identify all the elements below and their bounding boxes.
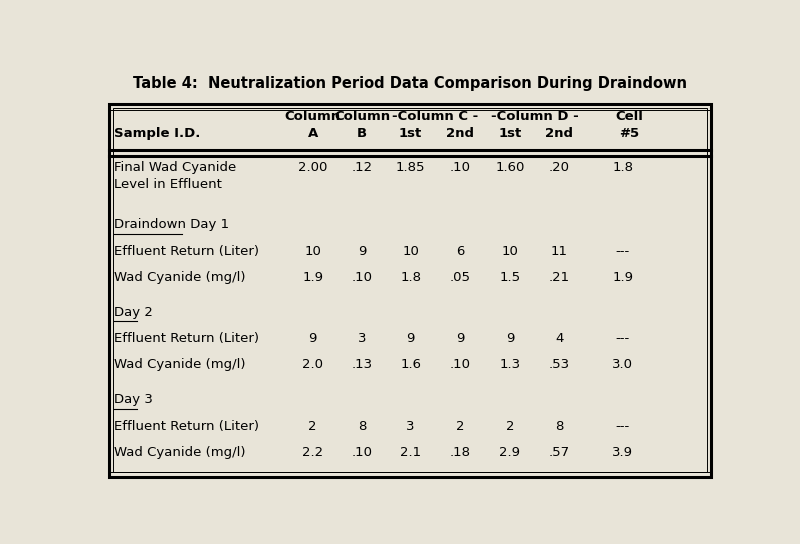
- Text: ---: ---: [615, 245, 630, 257]
- Text: .12: .12: [352, 162, 373, 175]
- Text: 1.85: 1.85: [396, 162, 426, 175]
- Text: 1.6: 1.6: [400, 358, 421, 372]
- Text: 2nd: 2nd: [546, 127, 574, 140]
- Text: 1st: 1st: [498, 127, 522, 140]
- Text: 1.9: 1.9: [302, 271, 323, 284]
- Bar: [113, 108, 707, 472]
- Text: Final Wad Cyanide: Final Wad Cyanide: [114, 162, 237, 175]
- Text: 2nd: 2nd: [446, 127, 474, 140]
- Text: Sample I.D.: Sample I.D.: [114, 127, 201, 140]
- Text: .20: .20: [549, 162, 570, 175]
- Text: Wad Cyanide (mg/l): Wad Cyanide (mg/l): [114, 446, 246, 459]
- Text: 2: 2: [506, 419, 514, 432]
- Text: 9: 9: [309, 332, 317, 345]
- Text: #5: #5: [618, 127, 639, 140]
- Text: 2.0: 2.0: [302, 358, 323, 372]
- Text: 1.9: 1.9: [612, 271, 633, 284]
- Text: Column: Column: [334, 110, 390, 123]
- Text: 3.0: 3.0: [612, 358, 633, 372]
- Text: 1.5: 1.5: [499, 271, 520, 284]
- Text: 2.00: 2.00: [298, 162, 327, 175]
- Text: 2.2: 2.2: [302, 446, 323, 459]
- Text: 9: 9: [406, 332, 415, 345]
- Text: 8: 8: [358, 419, 366, 432]
- Text: 6: 6: [456, 245, 465, 257]
- Text: 2: 2: [456, 419, 465, 432]
- Text: 2.9: 2.9: [499, 446, 520, 459]
- Text: Effluent Return (Liter): Effluent Return (Liter): [114, 332, 259, 345]
- Text: Effluent Return (Liter): Effluent Return (Liter): [114, 245, 259, 257]
- Text: Level in Effluent: Level in Effluent: [114, 178, 222, 191]
- Text: 10: 10: [502, 245, 518, 257]
- Text: 10: 10: [402, 245, 419, 257]
- Text: ---: ---: [615, 332, 630, 345]
- Text: 1.3: 1.3: [499, 358, 520, 372]
- Text: .21: .21: [549, 271, 570, 284]
- Text: 4: 4: [555, 332, 564, 345]
- Text: Draindown Day 1: Draindown Day 1: [114, 218, 230, 231]
- Text: Effluent Return (Liter): Effluent Return (Liter): [114, 419, 259, 432]
- Text: 1.60: 1.60: [495, 162, 525, 175]
- Text: Day 3: Day 3: [114, 393, 153, 406]
- Text: Wad Cyanide (mg/l): Wad Cyanide (mg/l): [114, 358, 246, 372]
- Text: 1.8: 1.8: [612, 162, 633, 175]
- Bar: [110, 104, 710, 477]
- Text: 11: 11: [551, 245, 568, 257]
- Text: B: B: [357, 127, 367, 140]
- Text: .18: .18: [450, 446, 470, 459]
- Text: 9: 9: [456, 332, 465, 345]
- Text: Wad Cyanide (mg/l): Wad Cyanide (mg/l): [114, 271, 246, 284]
- Text: 1st: 1st: [399, 127, 422, 140]
- Text: 9: 9: [358, 245, 366, 257]
- Text: .10: .10: [352, 446, 373, 459]
- Text: .57: .57: [549, 446, 570, 459]
- Text: 8: 8: [555, 419, 564, 432]
- Text: A: A: [307, 127, 318, 140]
- Text: 9: 9: [506, 332, 514, 345]
- Text: 2: 2: [309, 419, 317, 432]
- Text: 3: 3: [406, 419, 415, 432]
- Text: .13: .13: [352, 358, 373, 372]
- Text: Table 4:  Neutralization Period Data Comparison During Draindown: Table 4: Neutralization Period Data Comp…: [133, 76, 687, 91]
- Text: .53: .53: [549, 358, 570, 372]
- Text: Column: Column: [285, 110, 341, 123]
- Text: -Column D -: -Column D -: [490, 110, 578, 123]
- Text: ---: ---: [615, 419, 630, 432]
- Text: Cell: Cell: [615, 110, 642, 123]
- Text: 1.8: 1.8: [400, 271, 421, 284]
- Text: .10: .10: [450, 162, 470, 175]
- Text: Day 2: Day 2: [114, 306, 153, 319]
- Text: 2.1: 2.1: [400, 446, 421, 459]
- Text: .05: .05: [450, 271, 470, 284]
- Text: .10: .10: [450, 358, 470, 372]
- Text: 3.9: 3.9: [612, 446, 633, 459]
- Text: .10: .10: [352, 271, 373, 284]
- Text: 3: 3: [358, 332, 366, 345]
- Text: -Column C -: -Column C -: [392, 110, 478, 123]
- Text: 10: 10: [304, 245, 321, 257]
